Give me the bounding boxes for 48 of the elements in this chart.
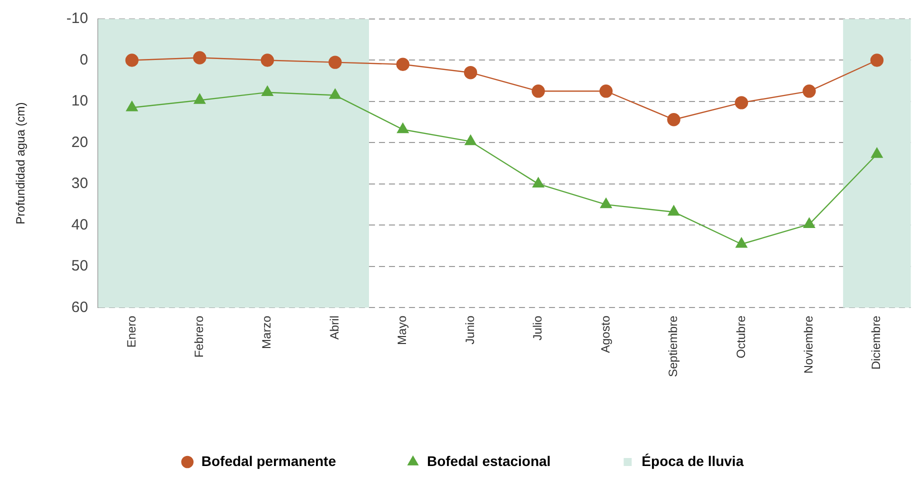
point: [734, 96, 748, 110]
point: [599, 84, 613, 98]
point: [396, 58, 410, 71]
point: [262, 86, 274, 96]
x-tick-label: Noviembre: [802, 315, 816, 374]
y-tick-label: -10: [66, 10, 88, 28]
y-tick-label: 0: [80, 51, 88, 68]
point: [668, 205, 680, 216]
point: [464, 66, 478, 80]
x-tick-label: Julio: [530, 315, 545, 340]
y-tick-label: 60: [71, 298, 88, 316]
x-tick-label: Diciembre: [869, 315, 884, 370]
x-tick-label: Marzo: [260, 315, 274, 349]
y-axis-title: Profundidad agua (cm): [14, 102, 28, 224]
x-tick-label: Abril: [327, 316, 342, 340]
point: [328, 56, 342, 69]
point: [600, 198, 612, 208]
x-tick-label: Septiembre: [666, 315, 680, 378]
point: [532, 177, 544, 188]
x-tick-label: Febrero: [192, 315, 206, 358]
point: [803, 218, 816, 228]
y-tick-label: 10: [71, 92, 88, 110]
x-tick-label: Agosto: [598, 315, 612, 353]
point: [125, 54, 139, 67]
point: [260, 54, 274, 67]
point: [397, 122, 409, 134]
x-tick-label: Octubre: [734, 315, 748, 358]
point: [736, 238, 748, 248]
x-tick-label: Enero: [124, 315, 138, 348]
point: [193, 51, 206, 64]
legend-label: Bofedal estacional: [426, 452, 551, 469]
point: [194, 94, 206, 104]
x-tick-label: Mayo: [395, 315, 410, 345]
point: [126, 101, 138, 112]
point: [802, 84, 816, 98]
point: [532, 84, 545, 98]
point: [870, 54, 884, 67]
x-tick-label: Junio: [462, 315, 477, 344]
point: [667, 113, 680, 126]
point: [329, 88, 341, 99]
y-tick-label: 20: [71, 134, 88, 151]
point: [871, 148, 883, 158]
y-tick-label: 40: [71, 216, 88, 234]
y-tick-label: 30: [71, 175, 88, 192]
legend-label: Época de lluvia: [642, 452, 744, 469]
point: [464, 134, 476, 146]
legend-label: Bofedal permanente: [201, 452, 336, 469]
y-tick-label: 50: [71, 258, 88, 275]
